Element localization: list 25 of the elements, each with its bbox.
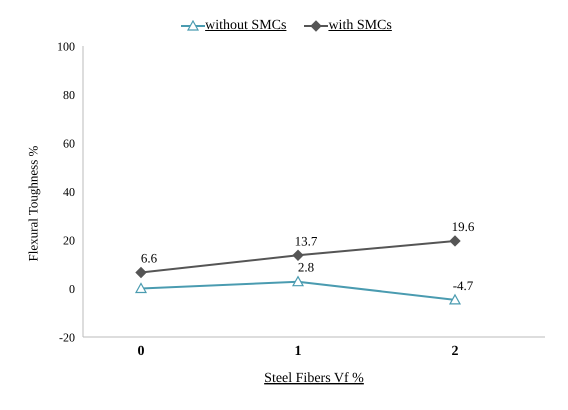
y-tick-label: -20 <box>59 330 75 344</box>
point <box>449 294 461 304</box>
point <box>135 282 147 294</box>
x-tick-label: 2 <box>452 344 458 359</box>
data-label: 13.7 <box>294 233 318 248</box>
x-axis-title: Steel Fibers Vf % <box>264 371 364 386</box>
x-tick-label: 1 <box>294 344 302 359</box>
data-label: -4.7 <box>452 278 474 293</box>
y-tick-label: 100 <box>57 39 75 54</box>
y-tick-label: 20 <box>63 233 75 248</box>
point <box>292 276 304 286</box>
legend-label: without SMCs <box>205 18 286 34</box>
data-label: 2.8 <box>298 260 314 275</box>
y-tick-label: 80 <box>63 88 75 102</box>
y-tick-label: 0 <box>69 282 75 296</box>
data-label: 19.6 <box>452 218 475 234</box>
data-label: 6.6 <box>140 250 158 266</box>
y-axis-title: Flexural Toughness % <box>26 145 41 262</box>
y-tick-label: 40 <box>63 184 75 199</box>
y-tick-label: 60 <box>63 136 75 150</box>
point <box>450 235 460 246</box>
x-tick-label: 0 <box>138 344 144 359</box>
point <box>136 266 146 278</box>
point <box>292 250 304 261</box>
legend-label: with SMCs <box>328 18 392 34</box>
